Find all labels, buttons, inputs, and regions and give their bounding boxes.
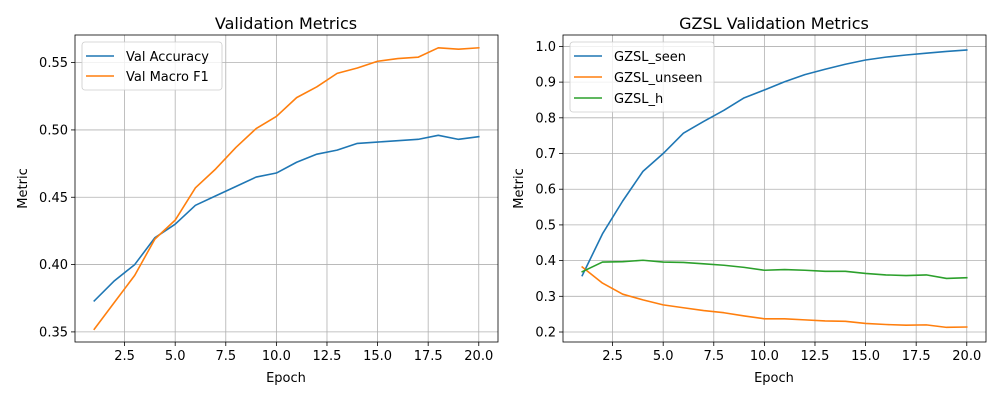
chart-validation-metrics: Validation Metrics 2.5 5.0 7.5 10.0 12.5 15.0… <box>16 14 499 386</box>
legend-box <box>81 41 223 91</box>
series-line-gzsl-seen <box>581 49 968 277</box>
series-lines <box>581 49 968 329</box>
ticks: 2.5 5.0 7.5 10.0 12.5 15.0 17.5 20.0 0.35 0.40 0.4… <box>39 56 493 364</box>
y-tick-label: 0.2 <box>535 326 556 341</box>
x-tick-label: 20.0 <box>464 349 493 364</box>
legend: Val Accuracy Val Macro F1 <box>81 41 223 91</box>
series-line-gzsl-h <box>581 259 968 280</box>
legend-label-gzsl-unseen: GZSL_unseen <box>614 71 702 86</box>
y-tick-label: 0.3 <box>535 290 556 305</box>
legend: GZSL_seen GZSL_unseen GZSL_h <box>569 41 715 113</box>
ticks: 2.5 5.0 7.5 10.0 12.5 15.0 17.5 20.0 0.2 0.3 0.4 0.… <box>535 40 981 364</box>
x-tick-label: 15.0 <box>363 349 392 364</box>
plot-area-frame <box>562 34 987 343</box>
legend-box <box>569 41 715 113</box>
y-tick-label: 0.40 <box>39 258 68 273</box>
legend-label-gzsl-seen: GZSL_seen <box>614 50 686 65</box>
chart-gzsl-validation-metrics: GZSL Validation Metrics 2.5 5.0 7.5 10.0 12.… <box>512 14 987 386</box>
x-tick-label: 12.5 <box>801 349 830 364</box>
chart-title: Validation Metrics <box>215 14 357 33</box>
x-tick-label: 2.5 <box>602 349 623 364</box>
x-tick-label: 10.0 <box>262 349 291 364</box>
y-tick-label: 0.50 <box>39 123 68 138</box>
x-tick-label: 7.5 <box>703 349 724 364</box>
x-tick-label: 17.5 <box>414 349 443 364</box>
y-tick-label: 0.9 <box>535 76 556 91</box>
legend-label-val-macro-f1: Val Macro F1 <box>126 70 209 85</box>
x-axis-label: Epoch <box>266 371 306 386</box>
y-tick-label: 0.45 <box>39 191 68 206</box>
x-tick-label: 10.0 <box>750 349 779 364</box>
chart-title: GZSL Validation Metrics <box>679 14 869 33</box>
x-tick-label: 5.0 <box>653 349 674 364</box>
y-tick-label: 0.35 <box>39 325 68 340</box>
legend-label-gzsl-h: GZSL_h <box>614 92 663 107</box>
grid <box>75 35 498 342</box>
y-tick-label: 0.7 <box>535 147 556 162</box>
x-tick-label: 17.5 <box>902 349 931 364</box>
x-tick-label: 7.5 <box>215 349 236 364</box>
y-tick-label: 0.6 <box>535 183 556 198</box>
x-tick-label: 2.5 <box>114 349 135 364</box>
series-line-gzsl-unseen <box>581 265 968 329</box>
x-tick-label: 12.5 <box>313 349 342 364</box>
y-axis-label: Metric <box>512 168 527 208</box>
series-line-val-macro-f1 <box>93 46 480 331</box>
y-tick-label: 0.55 <box>39 56 68 71</box>
y-tick-label: 0.4 <box>535 254 556 269</box>
y-tick-label: 0.5 <box>535 218 556 233</box>
x-tick-label: 5.0 <box>165 349 186 364</box>
x-tick-label: 15.0 <box>851 349 880 364</box>
x-tick-label: 20.0 <box>952 349 981 364</box>
y-tick-label: 1.0 <box>535 40 556 55</box>
series-lines <box>93 46 480 331</box>
legend-label-val-accuracy: Val Accuracy <box>126 50 209 65</box>
y-tick-label: 0.8 <box>535 111 556 126</box>
y-axis-label: Metric <box>16 168 31 208</box>
plot-area-frame <box>74 34 499 343</box>
x-axis-label: Epoch <box>754 371 794 386</box>
